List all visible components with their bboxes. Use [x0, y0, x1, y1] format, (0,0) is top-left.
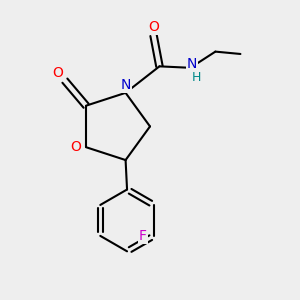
Text: O: O: [52, 66, 63, 80]
Text: O: O: [148, 20, 159, 34]
Text: H: H: [192, 71, 201, 84]
Text: F: F: [139, 229, 147, 243]
Text: N: N: [120, 79, 131, 92]
Text: O: O: [70, 140, 81, 154]
Text: N: N: [187, 57, 197, 71]
